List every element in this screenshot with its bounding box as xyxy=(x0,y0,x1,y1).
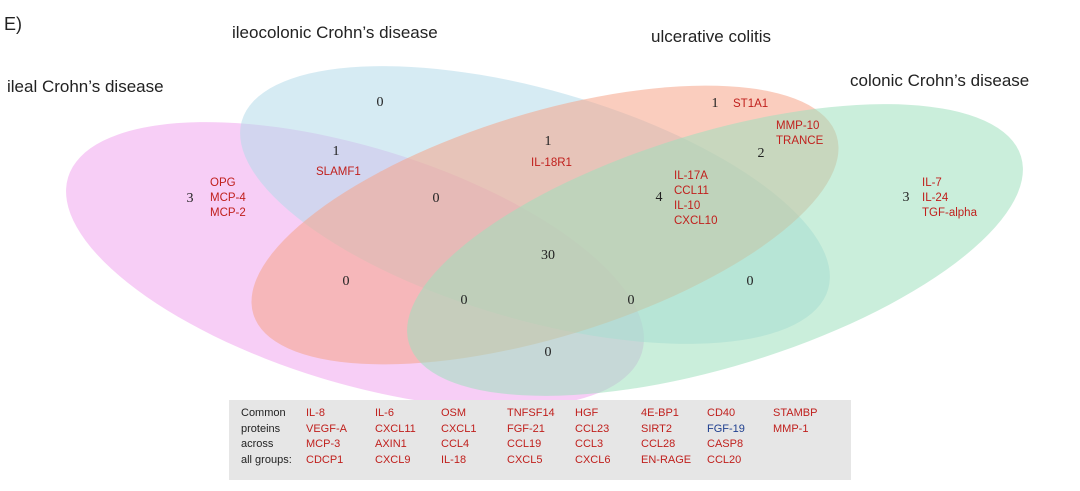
common-proteins-column: IL-6 CXCL11 AXIN1 CXCL9 xyxy=(375,406,416,468)
common-protein: MCP-3 xyxy=(306,438,341,450)
common-heading-line: proteins xyxy=(241,422,281,435)
region-count-ulcerative-colonic: 2 xyxy=(758,146,765,161)
region-protein: MCP-2 xyxy=(210,207,246,219)
common-proteins-heading: Common proteins across all groups: xyxy=(241,406,292,468)
common-proteins-column: CD40 FGF-19 CASP8 CCL20 xyxy=(707,406,745,468)
region-protein: MMP-10 xyxy=(776,120,819,132)
common-protein: CXCL1 xyxy=(441,422,477,435)
common-protein: CXCL9 xyxy=(375,453,411,466)
common-protein: SIRT2 xyxy=(641,422,672,435)
common-protein: OSM xyxy=(441,407,467,419)
region-count-ileal-ileocolonic-ulcerative: 0 xyxy=(433,191,440,206)
common-protein: CCL23 xyxy=(575,422,610,435)
common-protein: CCL20 xyxy=(707,453,742,466)
region-count-ileal-ileocolonic-colonic: 0 xyxy=(628,293,635,308)
common-protein: VEGF-A xyxy=(306,422,347,435)
region-protein: ST1A1 xyxy=(733,98,768,110)
region-count-ileal-ulcerative: 0 xyxy=(343,274,350,289)
common-protein: FGF-19 xyxy=(707,422,745,435)
ellipse-colonic xyxy=(407,104,1023,396)
region-protein: MCP-4 xyxy=(210,192,246,204)
common-protein: CDCP1 xyxy=(306,453,344,466)
region-protein: IL-7 xyxy=(922,177,942,189)
region-count-colonic-only: 3 xyxy=(903,190,910,205)
common-proteins-column: STAMBP MMP-1 xyxy=(773,406,817,437)
region-protein: OPG xyxy=(210,177,236,189)
common-heading-line: Common xyxy=(241,407,286,419)
common-protein: HGF xyxy=(575,407,599,419)
region-protein: IL-17A xyxy=(674,170,708,182)
common-protein: CCL4 xyxy=(441,438,470,450)
common-protein: CXCL6 xyxy=(575,453,611,466)
common-protein: CXCL5 xyxy=(507,453,543,466)
region-protein: TRANCE xyxy=(776,135,824,147)
common-proteins-column: OSM CXCL1 CCL4 IL-18 xyxy=(441,406,476,468)
region-protein: IL-10 xyxy=(674,200,700,212)
common-protein: CXCL11 xyxy=(375,422,416,435)
common-protein: AXIN1 xyxy=(375,438,407,450)
region-count-ileal-colonic: 0 xyxy=(545,345,552,360)
common-protein: IL-18 xyxy=(441,453,467,466)
panel-label: E) xyxy=(4,14,22,34)
label-ileal: ileal Crohn’s disease xyxy=(7,77,164,96)
common-protein: EN-RAGE xyxy=(641,453,692,466)
common-proteins-box: Common proteins across all groups: IL-8 VEGF-… xyxy=(229,400,851,480)
common-proteins-column: 4E-BP1 SIRT2 CCL28 EN-RAGE xyxy=(641,406,691,468)
common-heading-line: all groups: xyxy=(241,453,292,466)
common-protein: CCL19 xyxy=(507,438,542,450)
region-count-ileal-only: 3 xyxy=(187,191,194,206)
common-proteins-column: HGF CCL23 CCL3 CXCL6 xyxy=(575,406,610,468)
label-ileocolonic: ileocolonic Crohn’s disease xyxy=(232,23,438,42)
common-heading-line: across xyxy=(241,438,274,450)
label-ulcerative: ulcerative colitis xyxy=(651,27,771,46)
common-protein: CCL28 xyxy=(641,438,676,450)
common-protein: CD40 xyxy=(707,407,736,419)
common-protein: STAMBP xyxy=(773,407,818,419)
common-proteins-column: TNFSF14 FGF-21 CCL19 CXCL5 xyxy=(507,406,555,468)
common-protein: MMP-1 xyxy=(773,422,809,435)
region-count-ileocolonic-only: 0 xyxy=(377,95,384,110)
region-count-ileocolonic-colonic: 0 xyxy=(747,274,754,289)
region-count-ileal-ileocolonic: 1 xyxy=(333,144,340,159)
region-protein: CCL11 xyxy=(674,185,709,197)
region-protein: TGF-alpha xyxy=(922,207,978,219)
region-count-ileocolonic-ulcerative-colonic: 4 xyxy=(656,190,663,205)
region-count-ileal-ulcerative-colonic: 0 xyxy=(461,293,468,308)
region-count-ulcerative-only: 1 xyxy=(712,96,719,111)
common-protein: TNFSF14 xyxy=(507,407,555,419)
region-protein: IL-24 xyxy=(922,192,949,204)
region-protein: CXCL10 xyxy=(674,215,717,227)
label-colonic: colonic Crohn’s disease xyxy=(850,71,1030,90)
common-protein: FGF-21 xyxy=(507,422,545,435)
region-protein: IL-18R1 xyxy=(531,157,572,169)
region-count-all-four: 30 xyxy=(541,248,555,263)
common-protein: IL-8 xyxy=(306,407,325,419)
region-count-ileocolonic-ulcerative: 1 xyxy=(545,134,552,149)
common-protein: IL-6 xyxy=(375,407,394,419)
common-protein: CASP8 xyxy=(707,438,744,450)
common-protein: 4E-BP1 xyxy=(641,407,679,419)
common-protein: CCL3 xyxy=(575,438,604,450)
common-proteins-column: IL-8 VEGF-A MCP-3 CDCP1 xyxy=(306,406,347,468)
region-protein: SLAMF1 xyxy=(316,166,361,178)
